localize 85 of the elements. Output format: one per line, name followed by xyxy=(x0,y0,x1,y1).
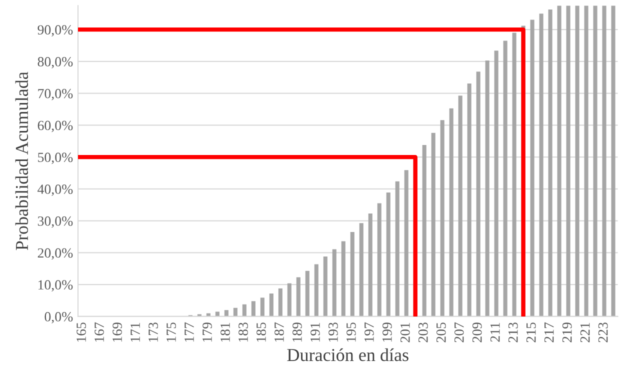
bar xyxy=(449,108,454,316)
y-tick-label: 80,0% xyxy=(38,57,73,68)
x-tick-label: 191 xyxy=(310,322,320,342)
x-tick-label: 223 xyxy=(598,322,608,342)
bar xyxy=(341,241,346,316)
x-tick-label: 209 xyxy=(472,322,482,342)
x-tick-label: 181 xyxy=(220,322,230,342)
x-tick-label: 193 xyxy=(328,322,338,342)
bar xyxy=(404,170,408,316)
y-axis-title: Probabilidad Acumulada xyxy=(15,72,28,250)
bar xyxy=(422,144,426,316)
bar xyxy=(539,14,544,316)
x-tick-label: 211 xyxy=(490,322,500,342)
bar xyxy=(251,301,256,316)
x-tick-label: 189 xyxy=(292,322,302,342)
x-tick-label: 201 xyxy=(400,322,410,342)
y-tick-label: 60,0% xyxy=(38,120,73,132)
bar xyxy=(224,310,228,316)
x-tick-label: 205 xyxy=(436,322,446,342)
x-tick-label: 217 xyxy=(544,322,554,342)
y-tick-label: 20,0% xyxy=(38,248,73,260)
y-tick-label: 0,0% xyxy=(44,312,73,324)
x-tick-label: 197 xyxy=(364,322,374,342)
bar xyxy=(215,312,220,316)
bar xyxy=(494,50,498,316)
y-tick-label: 10,0% xyxy=(38,280,73,292)
x-tick-label: 173 xyxy=(148,322,158,342)
y-tick-label: 40,0% xyxy=(38,184,73,196)
x-tick-label: 199 xyxy=(382,322,392,342)
bar xyxy=(269,294,274,316)
bar xyxy=(566,6,570,316)
bar xyxy=(305,270,310,316)
x-tick-label: 203 xyxy=(418,322,428,342)
bar xyxy=(323,256,328,316)
bar xyxy=(260,298,264,316)
bar xyxy=(350,232,354,316)
x-tick-label: 183 xyxy=(238,322,248,342)
x-tick-label: 179 xyxy=(202,322,212,342)
bar xyxy=(332,249,336,316)
bar xyxy=(503,40,508,316)
x-tick-label: 195 xyxy=(346,322,356,342)
x-tick-label: 177 xyxy=(184,322,194,342)
x-tick-label: 171 xyxy=(130,322,140,342)
y-tick-label: 70,0% xyxy=(38,88,73,100)
x-tick-label: 167 xyxy=(94,322,104,342)
bar xyxy=(530,20,534,316)
x-tick-label: 215 xyxy=(526,322,536,342)
x-axis-title: Duración en días xyxy=(287,348,408,362)
bar xyxy=(431,132,436,316)
bar xyxy=(584,6,588,316)
bar xyxy=(296,277,300,316)
bar xyxy=(557,6,562,316)
bar xyxy=(395,181,400,316)
bar xyxy=(242,304,246,316)
bar xyxy=(368,214,372,316)
bar xyxy=(359,223,364,316)
bar xyxy=(602,6,606,316)
x-tick-label: 165 xyxy=(76,322,86,342)
x-tick-label: 175 xyxy=(166,322,176,342)
bar xyxy=(593,6,598,316)
bar xyxy=(575,6,580,316)
bar xyxy=(386,192,390,316)
x-tick-label: 213 xyxy=(508,322,518,342)
y-tick-label: 30,0% xyxy=(38,216,73,228)
bar xyxy=(278,288,282,316)
bar xyxy=(287,283,292,316)
bar xyxy=(233,308,238,316)
bar xyxy=(611,6,616,316)
bar xyxy=(377,203,382,316)
bar xyxy=(314,264,318,316)
bar xyxy=(548,10,552,316)
bar xyxy=(467,83,472,316)
y-tick-label: 90,0% xyxy=(38,25,73,37)
bar xyxy=(512,32,516,316)
x-tick-label: 187 xyxy=(274,322,284,342)
bar xyxy=(440,120,444,316)
x-tick-label: 207 xyxy=(454,322,464,342)
bar xyxy=(485,60,490,316)
x-tick-label: 185 xyxy=(256,322,266,342)
y-tick-label: 50,0% xyxy=(38,152,73,164)
x-tick-label: 221 xyxy=(580,322,590,342)
x-tick-label: 219 xyxy=(562,322,572,342)
x-tick-label: 169 xyxy=(112,322,122,342)
bar xyxy=(476,72,480,316)
bar xyxy=(458,96,462,316)
